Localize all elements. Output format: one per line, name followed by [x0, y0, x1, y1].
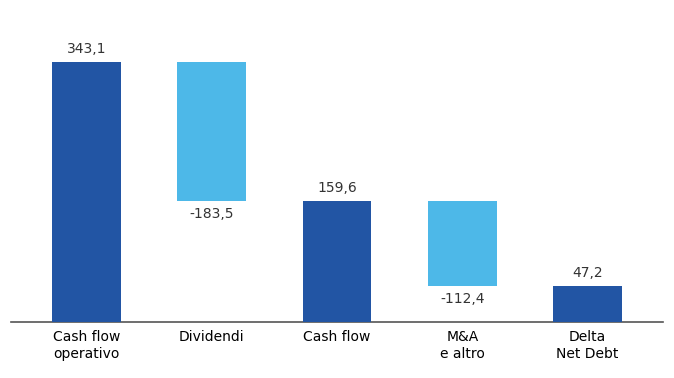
Text: 343,1: 343,1	[67, 42, 106, 56]
Text: -112,4: -112,4	[440, 292, 485, 306]
Text: 159,6: 159,6	[317, 181, 357, 195]
Bar	[52, 62, 121, 322]
Text: -183,5: -183,5	[189, 207, 234, 221]
Bar	[303, 201, 371, 322]
Bar	[553, 286, 622, 322]
Bar	[177, 62, 246, 201]
Bar	[428, 201, 497, 286]
Text: 47,2: 47,2	[572, 266, 603, 280]
